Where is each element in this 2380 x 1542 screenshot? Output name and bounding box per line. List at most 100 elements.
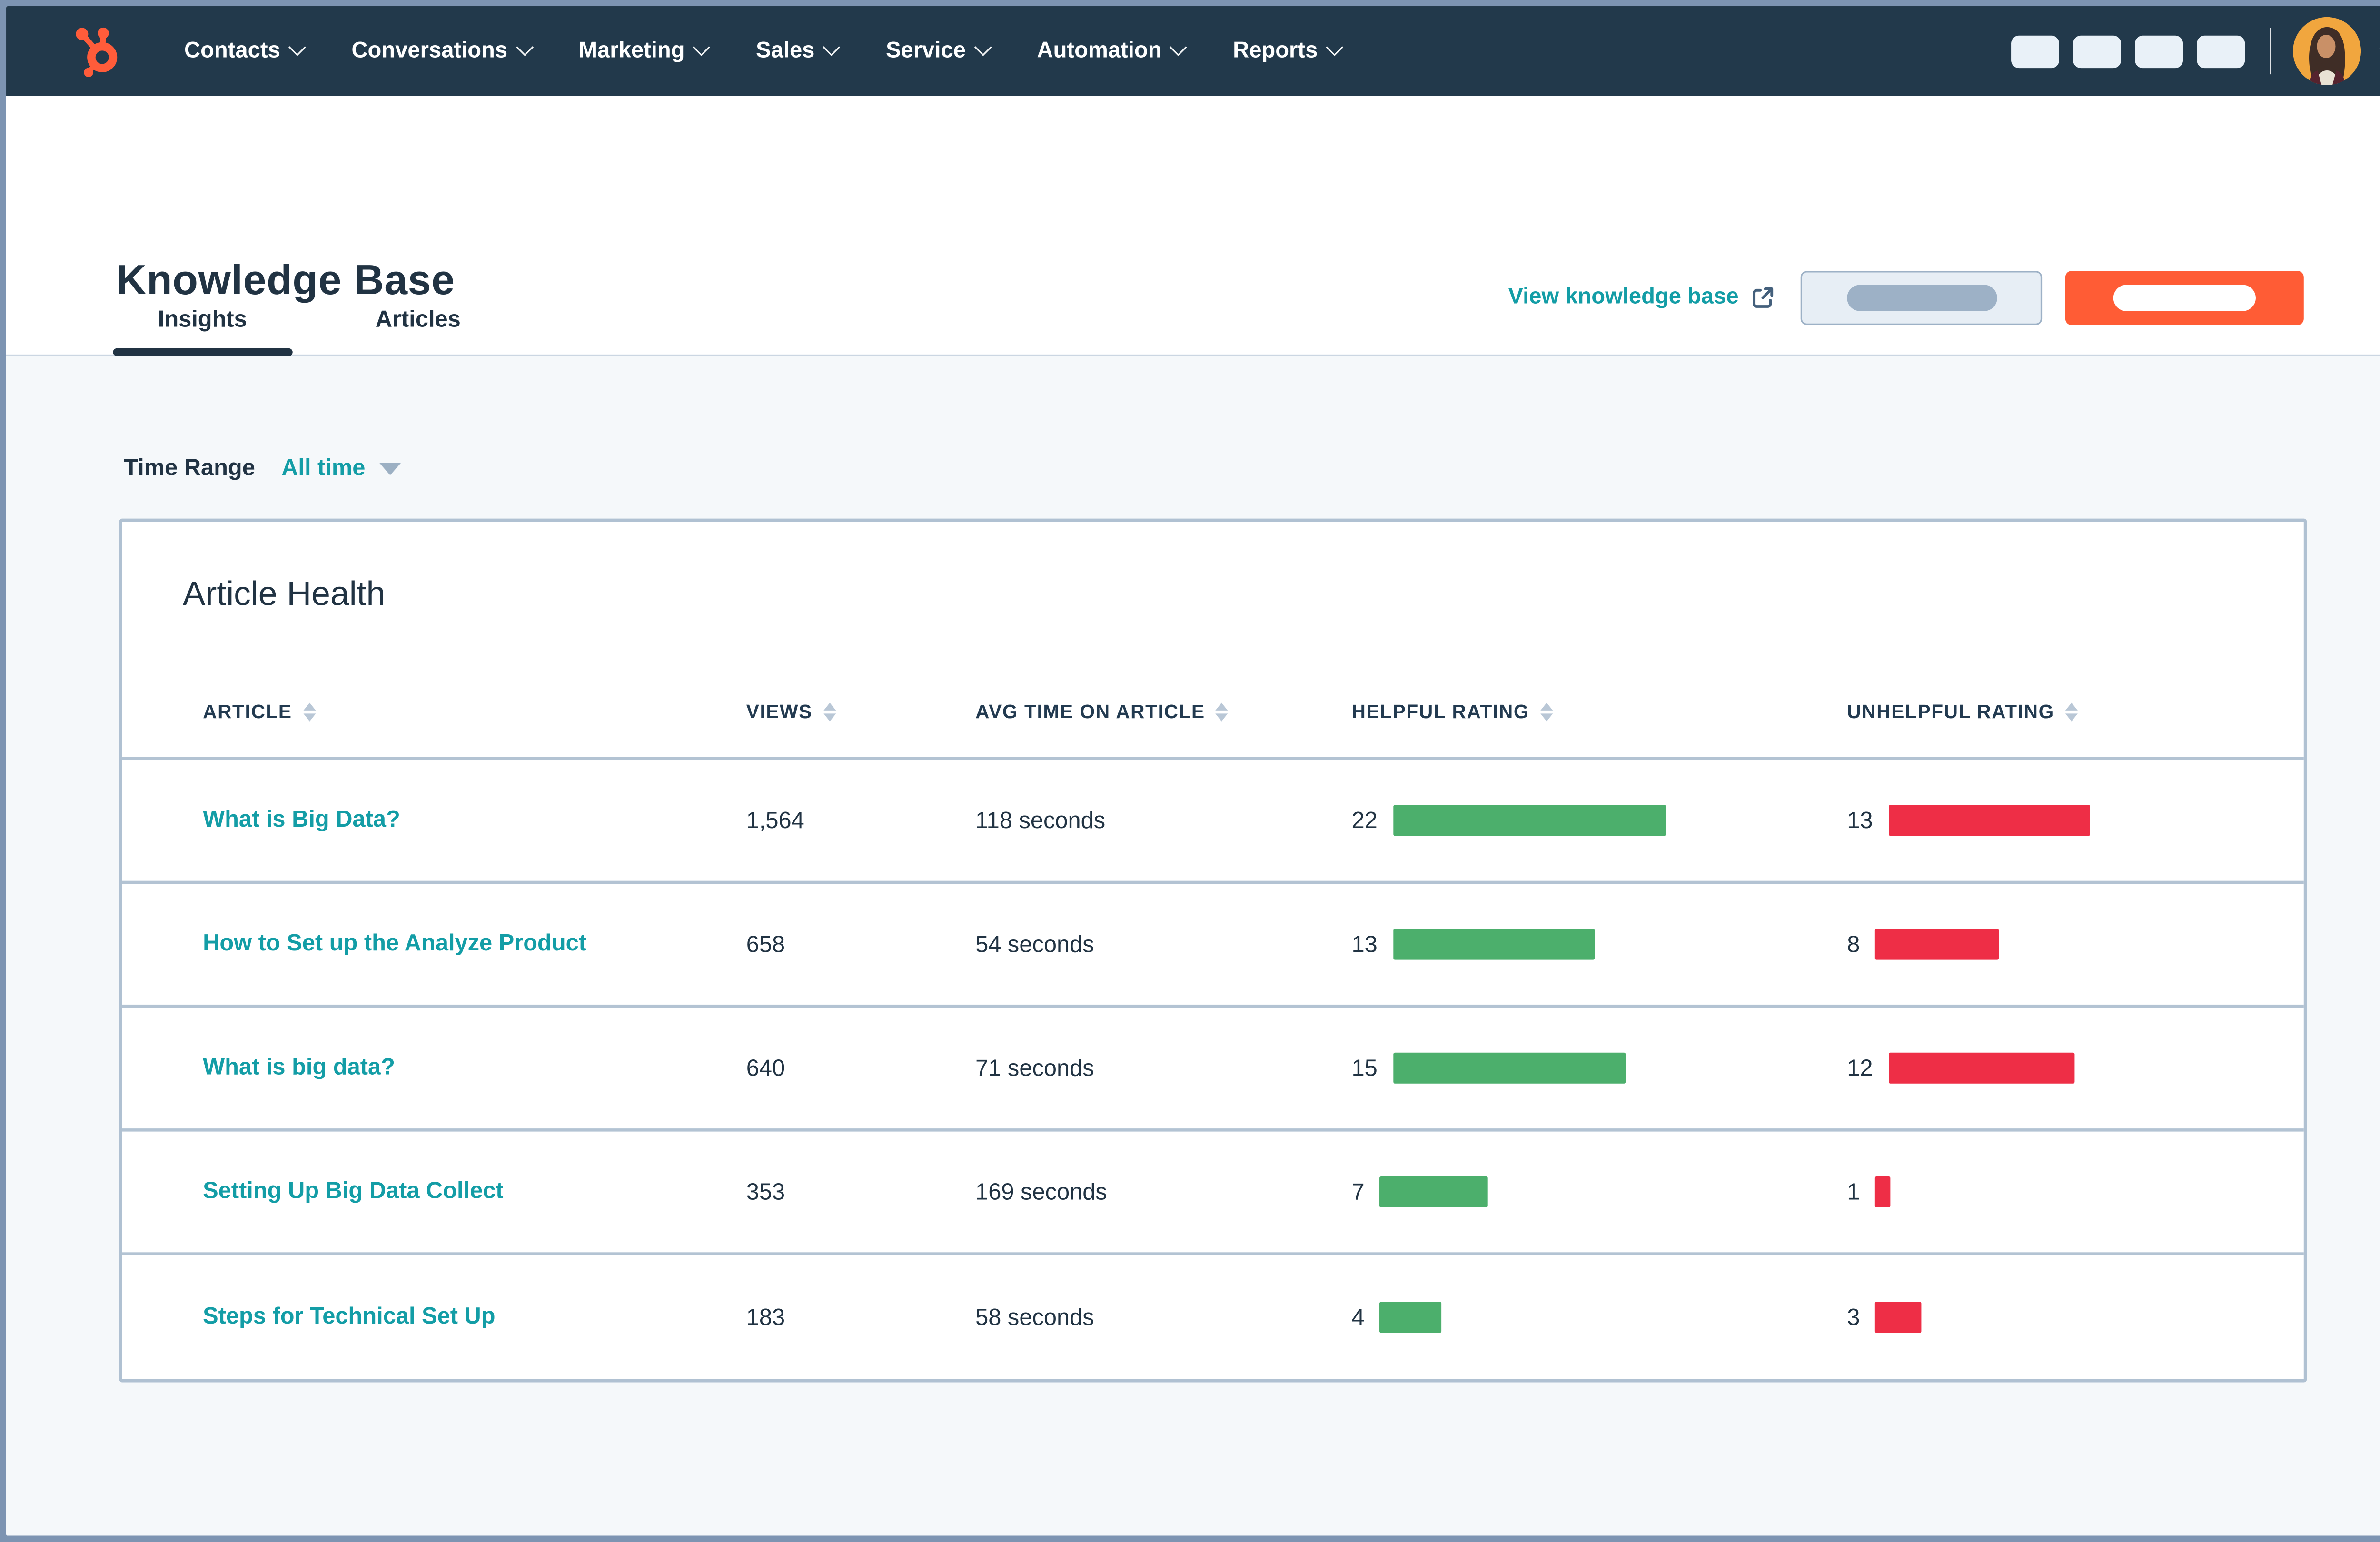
unhelpful-bar: [1875, 929, 2000, 960]
helpful-value: 22: [1351, 807, 1378, 834]
nav-icon-placeholder[interactable]: [2135, 35, 2183, 68]
table-row: Steps for Technical Set Up 183 58 second…: [122, 1255, 2304, 1379]
column-header[interactable]: AVG TIME ON ARTICLE: [975, 701, 1351, 723]
time-range-label: Time Range: [124, 455, 255, 482]
tab-articles[interactable]: Articles: [330, 283, 506, 355]
unhelpful-value: 13: [1847, 807, 1873, 834]
time-range-filter: Time Range All time: [124, 455, 401, 482]
helpful-bar: [1393, 805, 1666, 836]
primary-action-button[interactable]: [2065, 270, 2304, 325]
article-link[interactable]: What is Big Data?: [203, 806, 400, 833]
unhelpful-rating-cell: 8: [1847, 929, 2304, 960]
unhelpful-bar: [1875, 1176, 1891, 1207]
tab-insights-label: Insights: [158, 306, 247, 332]
avg-time-cell: 118 seconds: [975, 807, 1106, 834]
views-cell: 353: [746, 1178, 785, 1206]
column-header-label: VIEWS: [746, 701, 813, 723]
helpful-value: 4: [1351, 1304, 1365, 1331]
unhelpful-bar: [1888, 805, 2090, 836]
nav-right-tools: [1997, 17, 2380, 85]
views-cell: 658: [746, 931, 785, 958]
unhelpful-rating-cell: 3: [1847, 1302, 2304, 1333]
tab-insights[interactable]: Insights: [113, 283, 292, 356]
table-header-row: ARTICLE VIEWS AVG TIME ON ARTICL: [122, 667, 2304, 761]
column-header[interactable]: HELPFUL RATING: [1351, 701, 1847, 723]
nav-icon-placeholder[interactable]: [2011, 35, 2059, 68]
nav-item-service[interactable]: Service: [886, 38, 992, 64]
redacted-button-label: [1846, 284, 1997, 311]
unhelpful-value: 8: [1847, 931, 1860, 958]
avg-time-cell: 54 seconds: [975, 931, 1094, 958]
article-link[interactable]: Setting Up Big Data Collect: [203, 1178, 504, 1205]
column-header-label: AVG TIME ON ARTICLE: [975, 701, 1205, 723]
nav-icon-placeholder[interactable]: [2073, 35, 2121, 68]
nav-item-marketing[interactable]: Marketing: [578, 38, 711, 64]
unhelpful-rating-cell: 12: [1847, 1052, 2304, 1084]
article-link[interactable]: How to Set up the Analyze Product: [203, 930, 587, 957]
chevron-down-icon: [974, 38, 992, 56]
helpful-value: 13: [1351, 931, 1378, 958]
column-header[interactable]: VIEWS: [746, 701, 975, 723]
nav-item-automation[interactable]: Automation: [1037, 38, 1188, 64]
user-avatar[interactable]: [2293, 17, 2361, 85]
page-title: Knowledge Base: [116, 257, 455, 304]
nav-item-label: Sales: [756, 39, 815, 64]
column-header-label: UNHELPFUL RATING: [1847, 701, 2054, 723]
tab-bar: Insights Articles: [113, 283, 506, 356]
nav-icon-placeholder[interactable]: [2197, 35, 2245, 68]
chevron-down-icon: [1326, 38, 1344, 56]
view-knowledge-base-link[interactable]: View knowledge base: [1508, 284, 1776, 310]
tab-articles-label: Articles: [375, 306, 461, 332]
column-header[interactable]: UNHELPFUL RATING: [1847, 701, 2304, 723]
nav-item-label: Automation: [1037, 39, 1162, 64]
hubspot-logo-icon[interactable]: [71, 23, 124, 79]
nav-item-label: Marketing: [578, 39, 685, 64]
secondary-action-button[interactable]: [1800, 270, 2043, 325]
unhelpful-rating-cell: 1: [1847, 1176, 2304, 1207]
nav-item-label: Conversations: [351, 39, 508, 64]
table-row: Setting Up Big Data Collect 353 169 seco…: [122, 1132, 2304, 1255]
main-content: Time Range All time Article Health ARTIC…: [6, 356, 2380, 1536]
nav-icon-placeholders: [1997, 35, 2245, 68]
avg-time-cell: 71 seconds: [975, 1055, 1094, 1081]
nav-item-reports[interactable]: Reports: [1233, 38, 1344, 64]
nav-item-contacts[interactable]: Contacts: [184, 38, 307, 64]
helpful-rating-cell: 15: [1351, 1052, 1847, 1084]
helpful-bar: [1380, 1302, 1442, 1333]
chevron-down-icon: [823, 38, 841, 56]
article-link[interactable]: What is big data?: [203, 1054, 395, 1081]
time-range-dropdown[interactable]: All time: [281, 455, 401, 482]
nav-item-sales[interactable]: Sales: [756, 38, 841, 64]
chevron-down-icon: [516, 38, 534, 56]
view-knowledge-base-label: View knowledge base: [1508, 285, 1739, 310]
nav-item-label: Service: [886, 39, 966, 64]
external-link-icon: [1753, 287, 1774, 307]
helpful-bar: [1393, 1052, 1626, 1084]
table-body: What is Big Data? 1,564 118 seconds 22 1…: [122, 760, 2304, 1379]
nav-item-label: Reports: [1233, 39, 1318, 64]
avg-time-cell: 58 seconds: [975, 1304, 1094, 1331]
unhelpful-rating-cell: 13: [1847, 805, 2304, 836]
helpful-value: 7: [1351, 1178, 1365, 1206]
article-health-card: Article Health ARTICLE VIEWS: [119, 518, 2307, 1383]
header-actions: View knowledge base: [1508, 269, 2304, 325]
nav-item-conversations[interactable]: Conversations: [351, 38, 534, 64]
views-cell: 640: [746, 1055, 785, 1081]
helpful-bar: [1380, 1176, 1488, 1207]
page-header: Knowledge Base View knowledge base: [6, 96, 2380, 356]
helpful-rating-cell: 13: [1351, 929, 1847, 960]
redacted-button-label: [2113, 284, 2256, 311]
sort-icon: [2065, 702, 2078, 722]
unhelpful-bar: [1888, 1052, 2074, 1084]
column-header[interactable]: ARTICLE: [203, 701, 746, 723]
article-link[interactable]: Steps for Technical Set Up: [203, 1303, 496, 1330]
views-cell: 183: [746, 1304, 785, 1331]
chevron-down-icon: [693, 38, 711, 56]
table-row: What is Big Data? 1,564 118 seconds 22 1…: [122, 760, 2304, 884]
unhelpful-value: 12: [1847, 1055, 1873, 1081]
column-header-label: ARTICLE: [203, 701, 292, 723]
nav-item-label: Contacts: [184, 39, 280, 64]
top-navigation-bar: Contacts Conversations Marketing Sales: [6, 6, 2380, 96]
table-row: How to Set up the Analyze Product 658 54…: [122, 884, 2304, 1008]
